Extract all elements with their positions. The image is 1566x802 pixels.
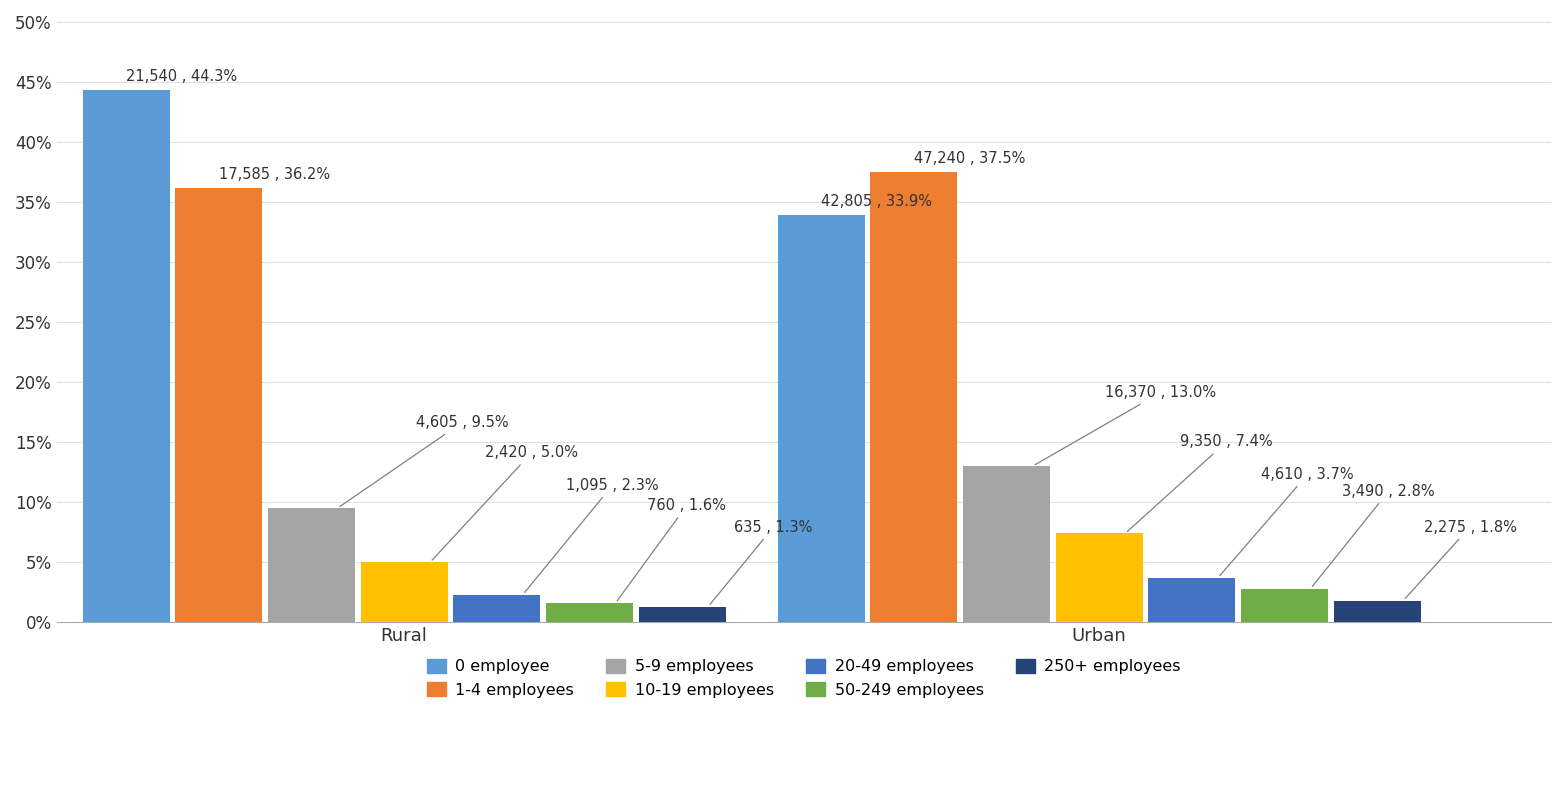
Bar	[83, 91, 169, 622]
Legend: 0 employee, 1-4 employees, 5-9 employees, 10-19 employees, 20-49 employees, 50-2: 0 employee, 1-4 employees, 5-9 employees…	[420, 652, 1187, 704]
Bar	[1148, 577, 1236, 622]
Text: 2,420 , 5.0%: 2,420 , 5.0%	[432, 445, 578, 560]
Text: 760 , 1.6%: 760 , 1.6%	[617, 498, 727, 601]
Text: 16,370 , 13.0%: 16,370 , 13.0%	[1035, 385, 1217, 464]
Bar	[639, 606, 725, 622]
Text: 21,540 , 44.3%: 21,540 , 44.3%	[127, 70, 236, 84]
Bar	[454, 594, 540, 622]
Text: 9,350 , 7.4%: 9,350 , 7.4%	[1128, 435, 1273, 532]
Bar	[547, 603, 633, 622]
Bar	[963, 466, 1049, 622]
Text: 17,585 , 36.2%: 17,585 , 36.2%	[219, 167, 330, 181]
Bar	[778, 215, 864, 622]
Text: 3,490 , 2.8%: 3,490 , 2.8%	[1312, 484, 1434, 586]
Text: 2,275 , 1.8%: 2,275 , 1.8%	[1405, 520, 1516, 598]
Bar	[175, 188, 262, 622]
Text: 4,610 , 3.7%: 4,610 , 3.7%	[1220, 467, 1355, 576]
Bar	[1055, 533, 1143, 622]
Bar	[268, 508, 355, 622]
Text: 1,095 , 2.3%: 1,095 , 2.3%	[525, 477, 659, 593]
Text: 47,240 , 37.5%: 47,240 , 37.5%	[915, 151, 1026, 166]
Bar	[360, 562, 448, 622]
Bar	[1242, 589, 1328, 622]
Text: 635 , 1.3%: 635 , 1.3%	[709, 520, 813, 605]
Bar	[1334, 601, 1420, 622]
Text: 4,605 , 9.5%: 4,605 , 9.5%	[340, 415, 509, 507]
Text: 42,805 , 33.9%: 42,805 , 33.9%	[821, 194, 932, 209]
Bar	[871, 172, 957, 622]
